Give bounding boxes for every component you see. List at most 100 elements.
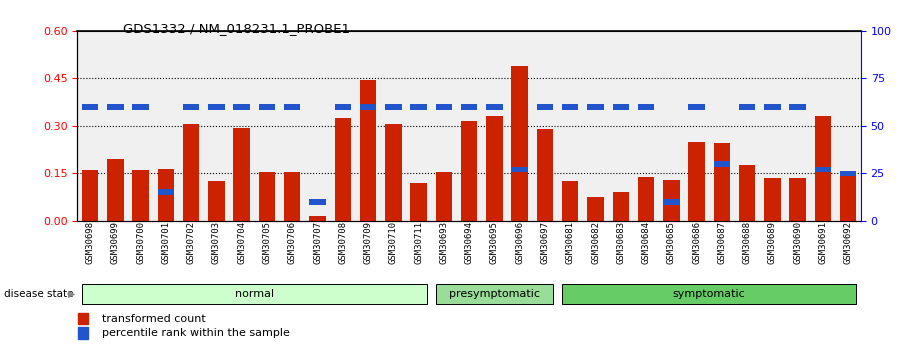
Bar [612, 104, 629, 110]
Bar [814, 117, 831, 221]
Text: GSM30709: GSM30709 [363, 221, 373, 264]
Bar [713, 143, 730, 221]
Bar [82, 170, 98, 221]
Bar [588, 197, 604, 221]
FancyBboxPatch shape [82, 284, 427, 304]
Text: GSM30690: GSM30690 [793, 221, 803, 264]
Bar [233, 104, 250, 110]
Text: GSM30691: GSM30691 [818, 221, 827, 264]
Bar [259, 104, 275, 110]
Text: GDS1332 / NM_018231.1_PROBE1: GDS1332 / NM_018231.1_PROBE1 [123, 22, 350, 36]
Bar [158, 189, 174, 195]
Bar [663, 199, 680, 205]
Bar [663, 180, 680, 221]
Text: GSM30689: GSM30689 [768, 221, 777, 264]
Bar [638, 104, 654, 110]
Bar [284, 104, 301, 110]
Bar [511, 66, 528, 221]
Text: GSM30693: GSM30693 [439, 221, 448, 264]
Text: GSM30694: GSM30694 [465, 221, 474, 264]
Bar [183, 124, 200, 221]
Bar [638, 177, 654, 221]
Text: GSM30699: GSM30699 [111, 221, 120, 264]
Bar [334, 118, 351, 221]
Bar [814, 167, 831, 172]
Bar [233, 128, 250, 221]
Bar [385, 124, 402, 221]
Text: ▶: ▶ [68, 289, 76, 299]
Bar [158, 169, 174, 221]
Text: GSM30686: GSM30686 [692, 221, 701, 264]
Bar [310, 216, 326, 221]
Bar [713, 161, 730, 167]
Text: presymptomatic: presymptomatic [449, 289, 540, 299]
Bar [310, 199, 326, 205]
Bar [840, 172, 856, 221]
Text: GSM30708: GSM30708 [338, 221, 347, 264]
Text: percentile rank within the sample: percentile rank within the sample [102, 328, 290, 338]
Text: GSM30688: GSM30688 [742, 221, 752, 264]
Bar [78, 327, 88, 339]
Text: GSM30710: GSM30710 [389, 221, 398, 264]
FancyBboxPatch shape [562, 284, 856, 304]
Bar [764, 178, 781, 221]
Text: GSM30707: GSM30707 [313, 221, 322, 264]
Bar [840, 170, 856, 176]
Bar [284, 172, 301, 221]
Text: GSM30703: GSM30703 [212, 221, 221, 264]
Bar [132, 170, 148, 221]
Text: disease state: disease state [4, 289, 73, 299]
Bar [360, 80, 376, 221]
Text: GSM30695: GSM30695 [490, 221, 499, 264]
Bar [461, 121, 477, 221]
Text: GSM30706: GSM30706 [288, 221, 297, 264]
Text: GSM30692: GSM30692 [844, 221, 853, 264]
Bar [461, 104, 477, 110]
Bar [486, 117, 503, 221]
Text: GSM30682: GSM30682 [591, 221, 600, 264]
Bar [107, 104, 124, 110]
Bar [82, 104, 98, 110]
Bar [259, 172, 275, 221]
Bar [183, 104, 200, 110]
Text: GSM30711: GSM30711 [415, 221, 423, 264]
Bar [689, 142, 705, 221]
Text: transformed count: transformed count [102, 314, 206, 324]
Bar [209, 181, 225, 221]
Text: GSM30684: GSM30684 [641, 221, 650, 264]
Bar [334, 104, 351, 110]
Text: GSM30700: GSM30700 [136, 221, 145, 264]
Bar [435, 104, 452, 110]
Bar [612, 193, 629, 221]
Text: GSM30702: GSM30702 [187, 221, 196, 264]
Text: GSM30696: GSM30696 [516, 221, 524, 264]
Bar [486, 104, 503, 110]
Text: GSM30704: GSM30704 [237, 221, 246, 264]
Text: GSM30705: GSM30705 [262, 221, 271, 264]
Bar [790, 104, 806, 110]
Bar [562, 181, 578, 221]
Bar [435, 172, 452, 221]
Bar [764, 104, 781, 110]
Bar [511, 167, 528, 172]
FancyBboxPatch shape [435, 284, 553, 304]
Bar [360, 104, 376, 110]
Bar [209, 104, 225, 110]
Bar [739, 166, 755, 221]
Bar [537, 104, 553, 110]
Text: GSM30697: GSM30697 [540, 221, 549, 264]
Text: GSM30687: GSM30687 [717, 221, 726, 264]
Bar [385, 104, 402, 110]
Bar [410, 183, 427, 221]
Bar [689, 104, 705, 110]
Bar [410, 104, 427, 110]
Bar [78, 313, 88, 324]
Text: normal: normal [235, 289, 274, 299]
Bar [132, 104, 148, 110]
Text: GSM30698: GSM30698 [86, 221, 95, 264]
Bar [739, 104, 755, 110]
Text: GSM30683: GSM30683 [617, 221, 625, 264]
Bar [790, 178, 806, 221]
Text: GSM30681: GSM30681 [566, 221, 575, 264]
Bar [537, 129, 553, 221]
